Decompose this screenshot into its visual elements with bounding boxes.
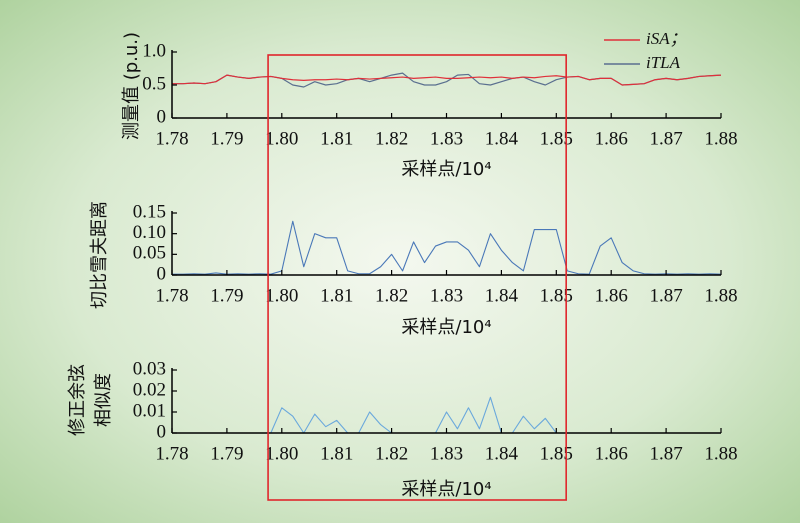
x-tick-label: 1.81 — [320, 128, 353, 149]
x-tick-label: 1.80 — [265, 285, 298, 306]
x-tick-label: 1.86 — [595, 285, 628, 306]
y-tick-label: 0.05 — [133, 243, 166, 264]
x-tick-label: 1.85 — [540, 285, 573, 306]
y-tick-label: 0.5 — [142, 73, 166, 94]
x-tick-label: 1.86 — [595, 443, 628, 464]
x-tick-label: 1.87 — [649, 443, 682, 464]
x-tick-label: 1.80 — [265, 443, 298, 464]
y-tick-label: 0 — [157, 106, 167, 127]
y-axis-label: 修正余弦 — [67, 364, 88, 436]
x-tick-label: 1.85 — [540, 128, 573, 149]
highlight-box — [267, 54, 567, 501]
x-tick-label: 1.88 — [704, 128, 737, 149]
y-tick-label: 0.10 — [133, 222, 166, 243]
x-tick-label: 1.82 — [375, 443, 408, 464]
y-axis-label: 切比雪夫距离 — [89, 201, 110, 309]
x-axis-label: 采样点/10⁴ — [401, 159, 491, 180]
x-tick-label: 1.86 — [595, 128, 628, 149]
x-tick-label: 1.78 — [155, 128, 188, 149]
x-tick-label: 1.87 — [649, 128, 682, 149]
x-axis-label: 采样点/10⁴ — [401, 317, 491, 338]
x-tick-label: 1.78 — [155, 443, 188, 464]
y-tick-label: 0 — [157, 421, 167, 442]
legend-label: iSA； — [646, 29, 687, 48]
x-tick-label: 1.84 — [485, 285, 519, 306]
y-axis-label: 相似度 — [93, 373, 114, 427]
x-tick-label: 1.88 — [704, 443, 737, 464]
x-tick-label: 1.79 — [210, 285, 243, 306]
x-tick-label: 1.79 — [210, 128, 243, 149]
x-tick-label: 1.81 — [320, 285, 353, 306]
legend-label: iTLA — [646, 53, 681, 72]
x-tick-label: 1.84 — [485, 443, 519, 464]
y-axis-label: 测量值 (p.u.) — [121, 32, 142, 140]
x-tick-label: 1.80 — [265, 128, 298, 149]
data-line — [172, 220, 722, 275]
x-tick-label: 1.81 — [320, 443, 353, 464]
x-tick-label: 1.83 — [430, 443, 463, 464]
data-line — [172, 74, 722, 86]
y-tick-label: 0.15 — [133, 201, 166, 222]
x-tick-label: 1.85 — [540, 443, 573, 464]
y-tick-label: 0.02 — [133, 379, 166, 400]
y-tick-label: 1.0 — [142, 40, 166, 61]
x-tick-label: 1.83 — [430, 128, 463, 149]
x-tick-label: 1.83 — [430, 285, 463, 306]
x-axis-label: 采样点/10⁴ — [401, 479, 491, 500]
x-tick-label: 1.87 — [649, 285, 682, 306]
x-tick-label: 1.82 — [375, 128, 408, 149]
x-tick-label: 1.82 — [375, 285, 408, 306]
x-tick-label: 1.79 — [210, 443, 243, 464]
y-tick-label: 0 — [157, 263, 167, 284]
x-tick-label: 1.78 — [155, 285, 188, 306]
y-tick-label: 0.03 — [133, 358, 166, 379]
x-tick-label: 1.84 — [485, 128, 519, 149]
x-tick-label: 1.88 — [704, 285, 737, 306]
y-tick-label: 0.01 — [133, 400, 166, 421]
